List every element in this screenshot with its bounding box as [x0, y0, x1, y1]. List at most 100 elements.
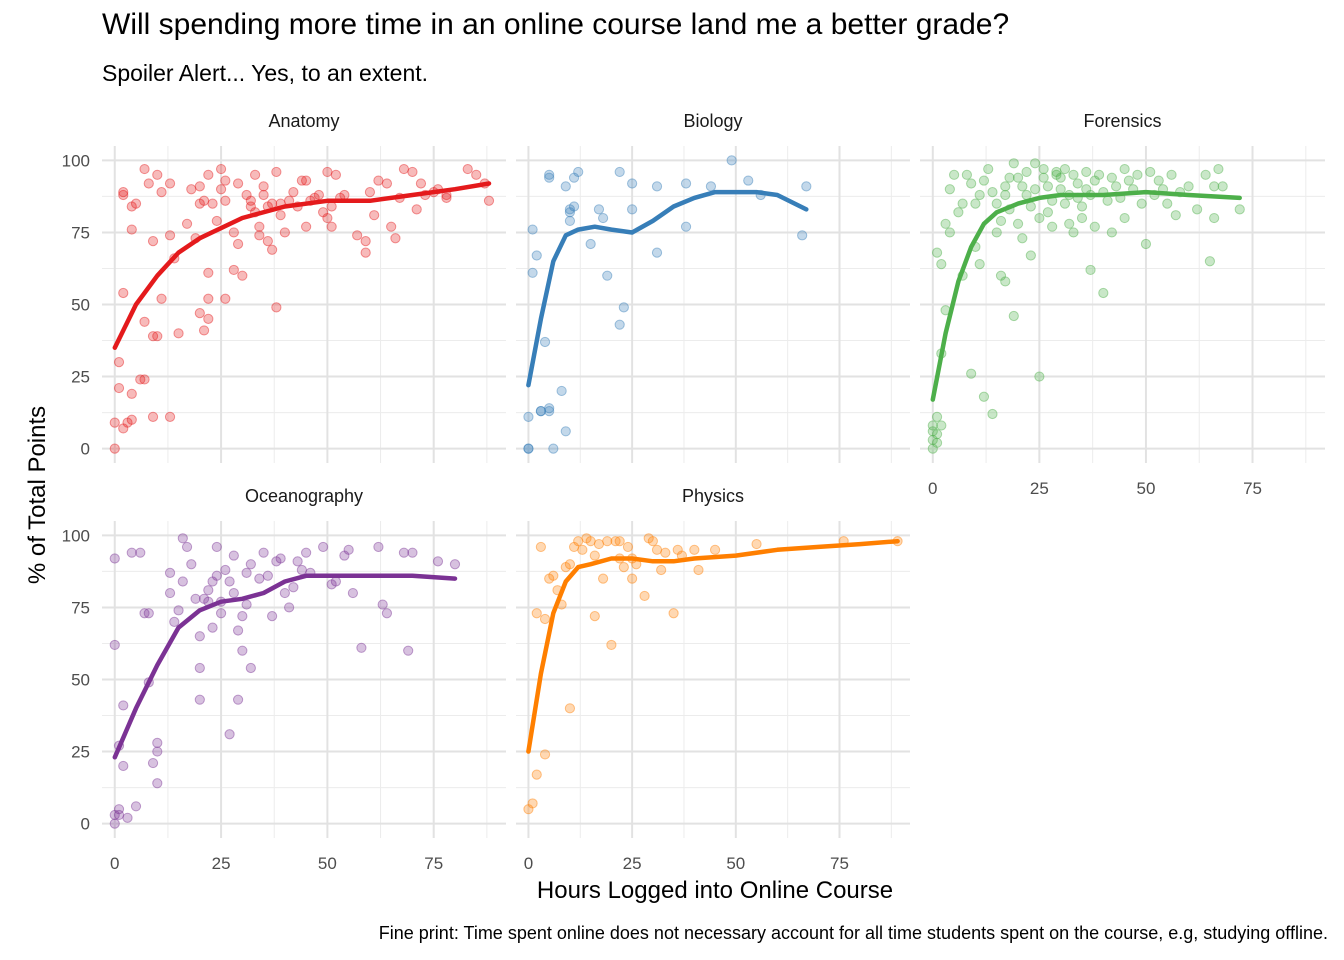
- data-point: [241, 599, 252, 610]
- y-tick-label: 100: [62, 151, 90, 170]
- data-point: [381, 608, 393, 619]
- data-point: [245, 195, 256, 206]
- data-point: [1119, 163, 1130, 175]
- data-point: [288, 582, 299, 593]
- x-tick-label: 0: [524, 854, 533, 873]
- data-point: [1055, 172, 1066, 183]
- data-point: [1093, 169, 1105, 180]
- data-point: [1123, 175, 1134, 186]
- data-point: [581, 533, 592, 544]
- data-point: [1012, 172, 1024, 183]
- data-point: [390, 233, 401, 244]
- data-point: [1030, 158, 1041, 169]
- data-point: [186, 184, 197, 195]
- data-point: [535, 406, 546, 417]
- y-tick-label: 75: [71, 598, 90, 617]
- data-point: [589, 611, 600, 622]
- data-point: [953, 207, 964, 218]
- data-point: [597, 573, 609, 584]
- data-point: [1209, 181, 1220, 192]
- data-point: [118, 700, 129, 711]
- data-point: [1030, 184, 1041, 195]
- data-point: [801, 181, 812, 192]
- data-point: [1200, 169, 1211, 180]
- data-point: [186, 559, 197, 570]
- data-point: [215, 184, 227, 195]
- data-point: [927, 426, 938, 437]
- data-point: [203, 267, 214, 278]
- y-tick-label: 50: [71, 671, 90, 690]
- data-point: [689, 544, 700, 555]
- data-point: [1008, 310, 1019, 322]
- data-point: [152, 737, 163, 749]
- data-point: [386, 221, 397, 232]
- data-point: [1038, 163, 1049, 175]
- data-point: [407, 166, 418, 178]
- data-point: [1106, 227, 1117, 238]
- data-point: [271, 556, 282, 567]
- data-point: [326, 579, 337, 590]
- data-point: [660, 547, 671, 558]
- data-point: [135, 374, 146, 385]
- data-point: [203, 585, 214, 596]
- data-point: [544, 406, 555, 417]
- data-point: [164, 178, 176, 189]
- data-point: [548, 570, 559, 581]
- data-point: [668, 608, 679, 619]
- data-point: [164, 230, 176, 241]
- data-point: [564, 215, 576, 227]
- data-point: [237, 611, 248, 622]
- data-point: [113, 382, 125, 394]
- data-point: [432, 556, 444, 567]
- data-point: [203, 293, 214, 304]
- data-point: [1000, 189, 1011, 201]
- x-tick-label: 50: [726, 854, 745, 873]
- data-point: [275, 553, 286, 564]
- data-point: [726, 155, 737, 166]
- data-point: [974, 259, 985, 270]
- facet-forensics: Forensics 0 25 50 75: [920, 111, 1325, 498]
- data-point: [220, 293, 231, 304]
- facet-strip-label: Forensics: [1083, 111, 1161, 131]
- caption: Fine print: Time spent online does not n…: [378, 923, 1328, 943]
- data-point: [535, 406, 546, 417]
- data-point: [573, 536, 584, 547]
- data-point: [1059, 198, 1071, 209]
- data-point: [415, 178, 427, 189]
- data-point: [215, 608, 227, 619]
- data-point: [318, 541, 329, 553]
- data-point: [301, 547, 312, 558]
- data-point: [539, 749, 551, 760]
- data-point: [974, 189, 985, 201]
- data-point: [483, 195, 495, 206]
- data-point: [177, 533, 188, 544]
- y-tick-label: 50: [71, 296, 90, 315]
- data-point: [318, 207, 329, 218]
- data-point: [568, 172, 580, 183]
- data-point: [207, 576, 218, 587]
- data-point: [369, 210, 380, 221]
- data-point: [1153, 175, 1164, 186]
- data-point: [381, 178, 393, 189]
- data-point: [241, 189, 252, 201]
- data-point: [544, 573, 555, 584]
- data-point: [403, 645, 414, 656]
- data-point: [1012, 218, 1024, 229]
- data-point: [1042, 207, 1053, 218]
- data-point: [228, 264, 239, 276]
- data-point: [1059, 163, 1071, 175]
- data-point: [224, 729, 235, 740]
- facet-biology: Biology: [516, 111, 910, 463]
- data-point: [927, 420, 938, 431]
- data-point: [203, 169, 214, 180]
- data-point: [296, 175, 307, 186]
- data-point: [364, 187, 376, 198]
- data-point: [1051, 169, 1062, 180]
- data-point: [1234, 204, 1245, 215]
- data-point: [398, 547, 410, 558]
- data-point: [301, 175, 312, 186]
- data-point: [1076, 201, 1088, 212]
- data-point: [156, 187, 167, 198]
- data-point: [198, 593, 210, 604]
